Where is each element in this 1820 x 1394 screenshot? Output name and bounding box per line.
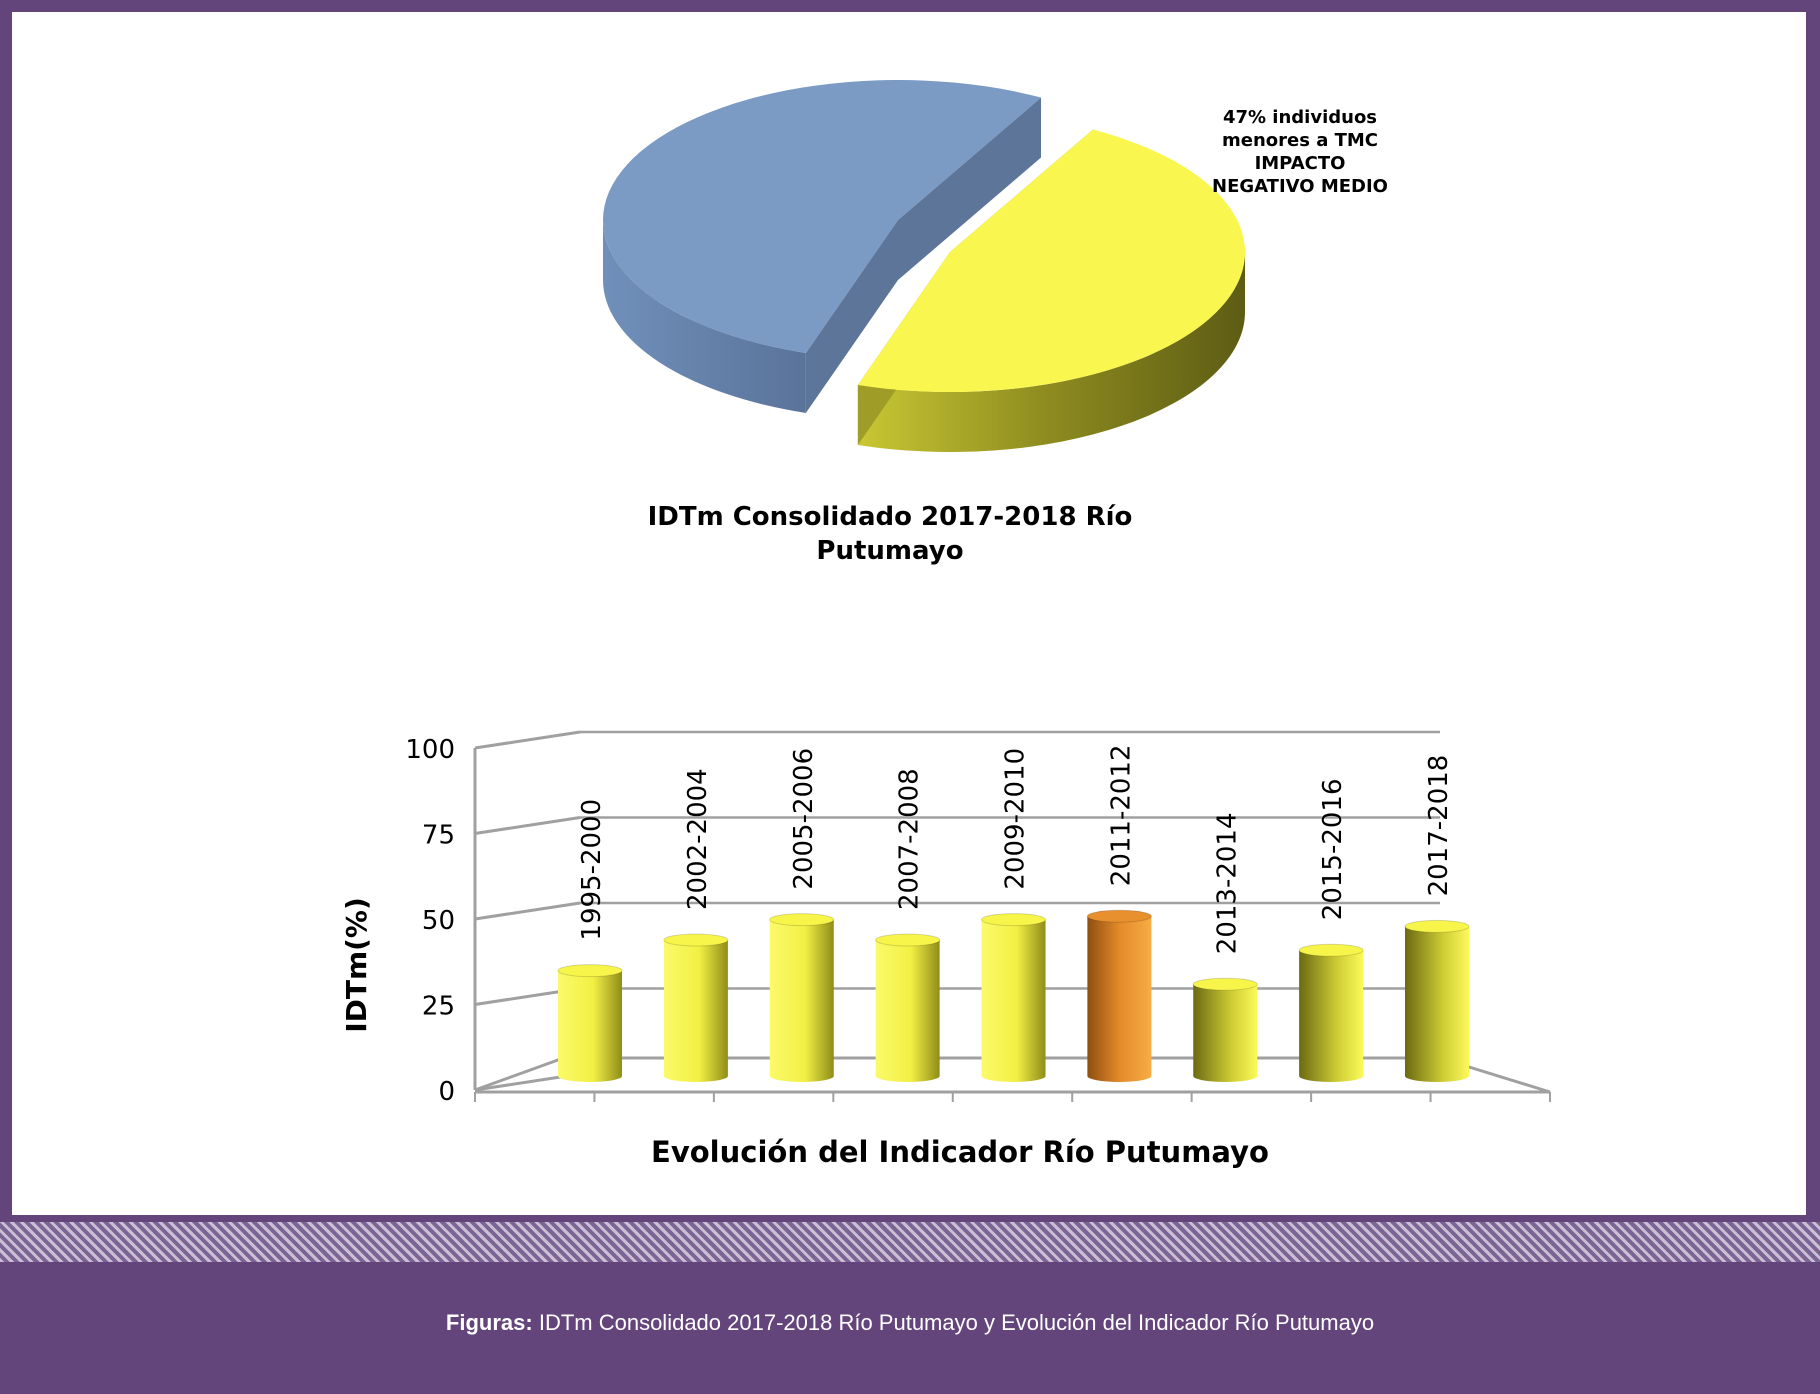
bar xyxy=(663,940,728,1082)
figure-caption: Figuras: IDTm Consolidado 2017-2018 Río … xyxy=(0,1310,1820,1336)
pie-slice-cut xyxy=(805,220,898,413)
bar-cap xyxy=(1404,919,1470,933)
pie-chart-title: IDTm Consolidado 2017-2018 Río Putumayo xyxy=(647,502,1133,566)
pie-slice xyxy=(603,80,1042,353)
caption-bar xyxy=(0,1262,1820,1394)
bar xyxy=(1193,984,1258,1082)
decorative-band xyxy=(0,1222,1820,1262)
pie-annotation: 47% individuos menores a TMC IMPACTO NEG… xyxy=(1212,107,1388,197)
bar-cap xyxy=(875,933,941,947)
bar xyxy=(1087,916,1152,1082)
y-tick-label: 25 xyxy=(422,992,455,1022)
bar-cap xyxy=(769,913,835,927)
pie-slice xyxy=(857,129,1246,393)
bar-cap xyxy=(663,933,729,947)
bar xyxy=(1405,926,1469,1082)
pie-chart xyxy=(603,80,1246,452)
category-label: 2011-2012 xyxy=(1106,744,1136,886)
pie-slice-cut xyxy=(898,97,1042,280)
bar xyxy=(769,919,834,1082)
bar-chart: 0 25 50 75 100 IDTm(%) 1995-2000 2002-2004 2005-… xyxy=(340,730,1551,1107)
y-axis-title: IDTm(%) xyxy=(340,897,373,1033)
caption-prefix: Figuras: xyxy=(445,1310,533,1335)
pie-slice-side xyxy=(857,252,1245,452)
bar-cap xyxy=(981,913,1046,927)
bar-cap xyxy=(1192,977,1258,991)
y-tick-label: 0 xyxy=(438,1077,455,1107)
category-label: 2015-2016 xyxy=(1318,778,1348,920)
depth-gridline xyxy=(474,901,581,921)
bar-chart-title: Evolución del Indicador Río Putumayo xyxy=(651,1135,1269,1169)
bar xyxy=(981,919,1046,1082)
depth-gridline xyxy=(474,816,581,835)
caption-text: IDTm Consolidado 2017-2018 Río Putumayo … xyxy=(532,1310,1375,1335)
category-label: 1995-2000 xyxy=(577,799,607,941)
category-label: 2007-2008 xyxy=(895,768,925,910)
pie-slice-side xyxy=(603,220,806,413)
bar-cap xyxy=(1086,909,1152,923)
category-label: 2009-2010 xyxy=(1001,748,1031,890)
category-label: 2005-2006 xyxy=(789,748,819,890)
bar xyxy=(1299,950,1364,1082)
bar-cap xyxy=(557,964,623,978)
bar xyxy=(875,940,940,1082)
category-label: 2017-2018 xyxy=(1424,755,1454,897)
y-tick-label: 100 xyxy=(405,735,455,765)
category-label: 2013-2014 xyxy=(1212,812,1242,954)
bar xyxy=(558,970,622,1082)
depth-gridline xyxy=(474,730,581,750)
bar-cap xyxy=(1298,943,1364,957)
category-label: 2002-2004 xyxy=(683,768,713,910)
y-tick-label: 75 xyxy=(422,821,455,851)
y-tick-label: 50 xyxy=(422,906,455,936)
